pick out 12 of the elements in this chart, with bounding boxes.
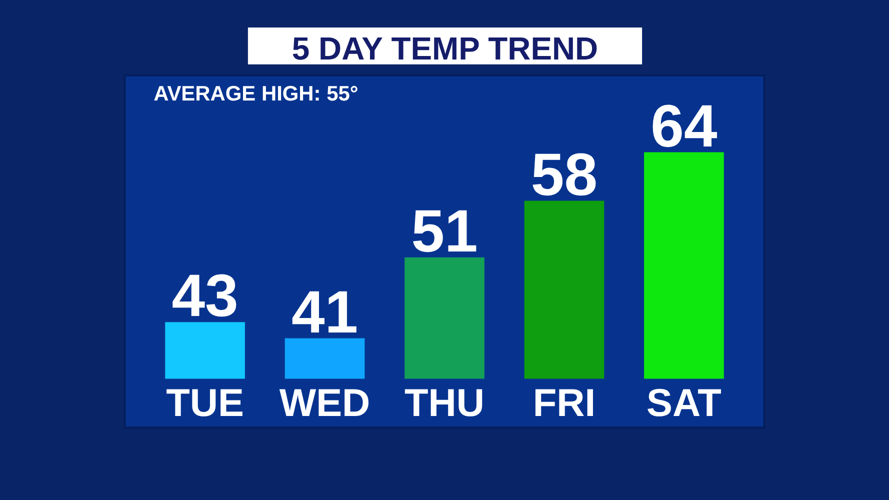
data-label: 41 xyxy=(291,278,358,346)
x-tick-label: FRI xyxy=(532,382,596,426)
data-label: 64 xyxy=(650,92,718,160)
x-tick-label: WED xyxy=(279,382,370,426)
x-tick-label: SAT xyxy=(646,382,722,426)
x-tick-label: TUE xyxy=(166,382,244,426)
data-label: 58 xyxy=(530,140,598,208)
chart-title: 5 DAY TEMP TREND xyxy=(292,30,598,66)
data-label: 51 xyxy=(411,197,478,264)
x-tick-label: THU xyxy=(404,382,484,426)
annotation: AVERAGE HIGH: 55° xyxy=(154,82,358,106)
data-label: 43 xyxy=(172,262,238,330)
